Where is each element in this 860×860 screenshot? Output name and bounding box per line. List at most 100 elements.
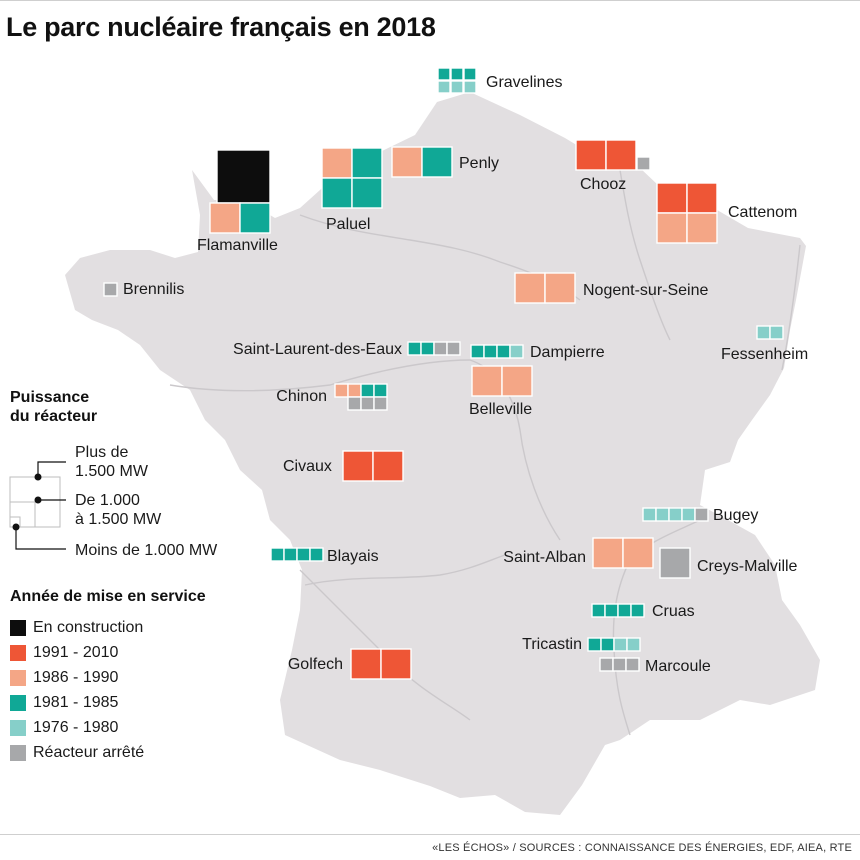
reactor-square	[360, 383, 375, 398]
plant-civaux-marker	[342, 450, 404, 482]
plant-label-civaux: Civaux	[283, 458, 332, 475]
reactor-square	[239, 202, 271, 234]
reactor-square	[686, 212, 718, 244]
reactor-square	[496, 344, 511, 359]
reactor-square	[626, 637, 641, 652]
reactor-square	[613, 637, 628, 652]
reactor-square	[642, 507, 657, 522]
plant-label-penly: Penly	[459, 155, 499, 172]
plant-label-cruas: Cruas	[652, 603, 695, 620]
plant-label-blayais: Blayais	[327, 548, 379, 565]
plant-blayais-marker	[270, 547, 324, 562]
plant-label-dampierre: Dampierre	[530, 344, 605, 361]
plant-fessenheim-marker	[756, 325, 784, 340]
reactor-square	[769, 325, 784, 340]
plant-label-flamanville: Flamanville	[197, 237, 278, 254]
reactor-square	[544, 272, 576, 304]
plant-label-marcoule: Marcoule	[645, 658, 711, 675]
reactor-square	[342, 450, 374, 482]
reactor-square	[587, 637, 602, 652]
reactor-square	[694, 507, 709, 522]
reactor-square	[612, 657, 627, 672]
plant-label-chooz: Chooz	[580, 176, 626, 193]
reactor-square	[599, 657, 614, 672]
reactor-square	[600, 637, 615, 652]
plant-golfech-marker	[350, 648, 412, 680]
reactor-square	[216, 149, 271, 204]
reactor-square	[420, 341, 435, 356]
reactor-square	[309, 547, 324, 562]
reactor-square	[575, 139, 607, 171]
france-land	[65, 92, 820, 815]
reactor-square	[655, 507, 670, 522]
plant-cruas-marker	[591, 603, 645, 618]
plant-chooz-marker	[575, 139, 651, 171]
reactor-square	[617, 603, 632, 618]
reactor-square	[351, 177, 383, 209]
reactor-square	[630, 603, 645, 618]
reactor-square	[321, 177, 353, 209]
reactor-square	[350, 648, 382, 680]
reactor-square	[656, 182, 688, 214]
top-rule	[0, 0, 860, 1]
plant-paluel-marker	[321, 147, 383, 209]
bottom-rule	[0, 834, 860, 835]
plant-bugey-marker	[642, 507, 709, 522]
reactor-square	[437, 67, 451, 81]
plant-label-tricastin: Tricastin	[522, 636, 582, 653]
plant-label-saint-alban: Saint-Alban	[503, 549, 586, 566]
plant-saint-laurent-marker	[407, 341, 461, 356]
reactor-square	[450, 80, 464, 94]
plant-chinon-marker	[334, 383, 388, 411]
reactor-square	[373, 396, 388, 411]
power-leader-small	[15, 527, 66, 550]
river-loire	[169, 359, 561, 541]
reactor-square	[283, 547, 298, 562]
reactor-square	[437, 80, 451, 94]
reactor-square	[471, 365, 503, 397]
reactor-square	[209, 202, 241, 234]
reactor-markers	[103, 67, 784, 680]
power-leader-large	[37, 461, 66, 477]
plant-gravelines-marker	[437, 67, 477, 94]
reactor-square	[421, 146, 453, 178]
reactor-square	[592, 537, 624, 569]
plant-label-brennilis: Brennilis	[123, 281, 184, 298]
plant-marcoule-marker	[599, 657, 640, 672]
reactor-square	[372, 450, 404, 482]
reactor-square	[433, 341, 448, 356]
source-footer: «LES ÉCHOS» / SOURCES : CONNAISSANCE DES…	[432, 842, 852, 854]
reactor-square	[686, 182, 718, 214]
plant-label-belleville: Belleville	[469, 401, 532, 418]
reactor-square	[605, 139, 637, 171]
power-legend-diagram	[9, 461, 66, 550]
plant-labels: Gravelines Flamanville Paluel Penly Choo…	[123, 74, 808, 675]
plant-flamanville-marker	[209, 149, 271, 234]
reactor-square	[270, 547, 285, 562]
reactor-square	[625, 657, 640, 672]
plant-label-golfech: Golfech	[288, 656, 343, 673]
reactor-square	[334, 383, 349, 398]
reactor-square	[463, 67, 477, 81]
reactor-square	[604, 603, 619, 618]
reactor-square	[501, 365, 533, 397]
plant-belleville-marker	[471, 365, 533, 397]
reactor-square	[373, 383, 388, 398]
reactor-square	[509, 344, 524, 359]
river-dordogne	[304, 554, 506, 586]
reactor-square	[296, 547, 311, 562]
plant-label-gravelines: Gravelines	[486, 74, 562, 91]
reactor-square	[391, 146, 423, 178]
reactor-square	[446, 341, 461, 356]
reactor-square	[407, 341, 422, 356]
plant-penly-marker	[391, 146, 453, 178]
reactor-square	[656, 212, 688, 244]
reactor-square	[463, 80, 477, 94]
plant-label-nogent: Nogent-sur-Seine	[583, 282, 709, 299]
reactor-square	[622, 537, 654, 569]
reactor-square	[483, 344, 498, 359]
plant-label-creys: Creys-Malville	[697, 558, 798, 575]
reactor-square	[380, 648, 412, 680]
plant-nogent-marker	[514, 272, 576, 304]
